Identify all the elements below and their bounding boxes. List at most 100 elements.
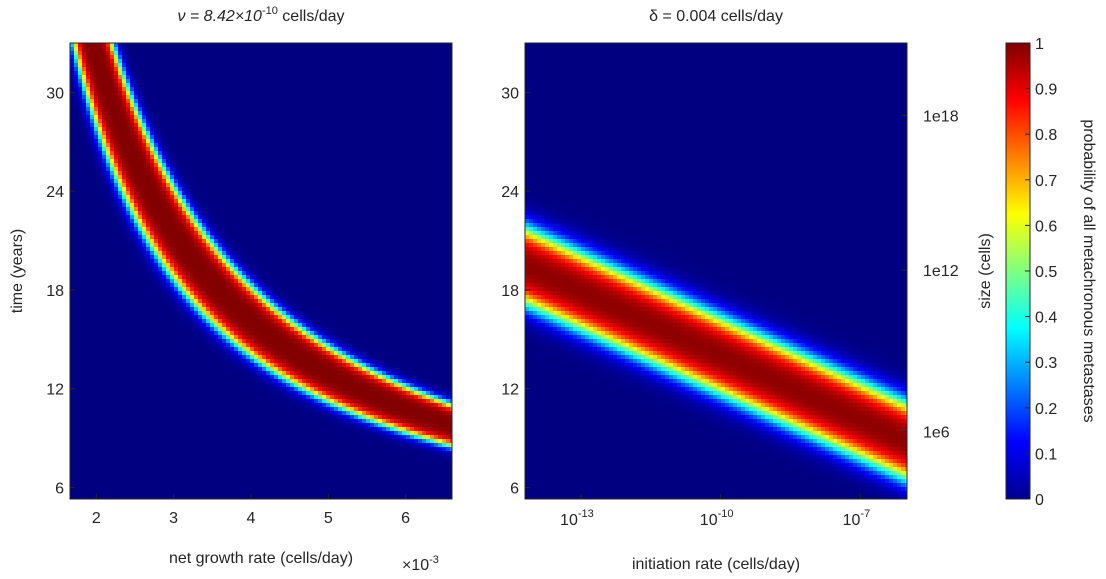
heatmap-cell	[150, 287, 155, 292]
heatmap-cell	[106, 227, 111, 232]
heatmap-cell	[82, 51, 87, 56]
heatmap-cell	[190, 303, 195, 308]
heatmap-cell	[186, 163, 191, 168]
heatmap-cell	[206, 87, 211, 92]
heatmap-cell	[146, 83, 151, 88]
heatmap-cell	[70, 351, 75, 356]
heatmap-cell	[82, 475, 87, 480]
heatmap-cell	[230, 287, 235, 292]
heatmap-cell	[166, 271, 171, 276]
heatmap-cell	[166, 123, 171, 128]
heatmap-cell	[222, 103, 227, 108]
heatmap-cell	[126, 91, 131, 96]
heatmap-cell	[74, 95, 79, 100]
heatmap-cell	[142, 415, 147, 420]
heatmap-cell	[178, 115, 183, 120]
heatmap-cell	[70, 467, 75, 472]
heatmap-cell	[182, 255, 187, 260]
heatmap-cell	[198, 287, 203, 292]
heatmap-cell	[82, 139, 87, 144]
heatmap-cell	[174, 43, 179, 48]
heatmap-cell	[170, 447, 175, 452]
heatmap-cell	[82, 443, 87, 448]
heatmap-cell	[118, 367, 123, 372]
heatmap-cell	[114, 471, 119, 476]
heatmap-cell	[82, 267, 87, 272]
heatmap-cell	[190, 319, 195, 324]
heatmap-cell	[122, 203, 127, 208]
heatmap-cell	[202, 179, 207, 184]
heatmap-cell	[70, 475, 75, 480]
heatmap-cell	[190, 243, 195, 248]
heatmap-cell	[122, 475, 127, 480]
heatmap-cell	[118, 55, 123, 60]
heatmap-cell	[154, 435, 159, 440]
heatmap-cell	[134, 455, 139, 460]
heatmap-cell	[162, 131, 167, 136]
heatmap-cell	[94, 427, 99, 432]
heatmap-cell	[166, 231, 171, 236]
heatmap-cell	[174, 231, 179, 236]
heatmap-cell	[194, 231, 199, 236]
heatmap-cell	[70, 279, 75, 284]
heatmap-cell	[90, 67, 95, 72]
heatmap-cell	[78, 231, 83, 236]
heatmap-cell	[234, 435, 239, 440]
heatmap-cell	[150, 319, 155, 324]
heatmap-cell	[194, 395, 199, 400]
heatmap-cell	[174, 359, 179, 364]
heatmap-cell	[162, 355, 167, 360]
heatmap-cell	[114, 159, 119, 164]
heatmap-cell	[154, 307, 159, 312]
heatmap-cell	[154, 171, 159, 176]
heatmap-cell	[110, 483, 115, 488]
heatmap-cell	[194, 131, 199, 136]
heatmap-cell	[170, 227, 175, 232]
heatmap-cell	[222, 291, 227, 296]
heatmap-cell	[222, 191, 227, 196]
heatmap-cell	[230, 207, 235, 212]
heatmap-cell	[142, 183, 147, 188]
heatmap-cell	[86, 479, 91, 484]
heatmap-cell	[174, 403, 179, 408]
heatmap-cell	[198, 391, 203, 396]
heatmap-cell	[146, 383, 151, 388]
heatmap-cell	[194, 483, 199, 488]
heatmap-cell	[146, 127, 151, 132]
heatmap-cell	[198, 459, 203, 464]
heatmap-cell	[70, 403, 75, 408]
heatmap-cell	[110, 79, 115, 84]
heatmap-cell	[178, 43, 183, 48]
heatmap-cell	[106, 455, 111, 460]
heatmap-cell	[138, 263, 143, 268]
heatmap-cell	[102, 419, 107, 424]
heatmap-cell	[186, 55, 191, 60]
heatmap-cell	[122, 359, 127, 364]
heatmap-cell	[194, 367, 199, 372]
heatmap-cell	[190, 415, 195, 420]
heatmap-cell	[166, 399, 171, 404]
heatmap-cell	[210, 163, 215, 168]
heatmap-cell	[226, 371, 231, 376]
heatmap-cell	[110, 363, 115, 368]
heatmap-cell	[206, 399, 211, 404]
heatmap-cell	[126, 243, 131, 248]
heatmap-cell	[78, 363, 83, 368]
heatmap-cell	[178, 207, 183, 212]
heatmap-cell	[162, 219, 167, 224]
heatmap-cell	[122, 151, 127, 156]
heatmap-cell	[78, 139, 83, 144]
heatmap-cell	[86, 439, 91, 444]
heatmap-cell	[134, 331, 139, 336]
heatmap-cell	[198, 467, 203, 472]
heatmap-cell	[70, 311, 75, 316]
heatmap-cell	[182, 159, 187, 164]
heatmap-cell	[194, 491, 199, 496]
heatmap-cell	[118, 343, 123, 348]
heatmap-cell	[110, 435, 115, 440]
heatmap-cell	[206, 371, 211, 376]
heatmap-cell	[74, 123, 79, 128]
heatmap-cell	[90, 191, 95, 196]
heatmap-cell	[90, 171, 95, 176]
heatmap-cell	[166, 159, 171, 164]
